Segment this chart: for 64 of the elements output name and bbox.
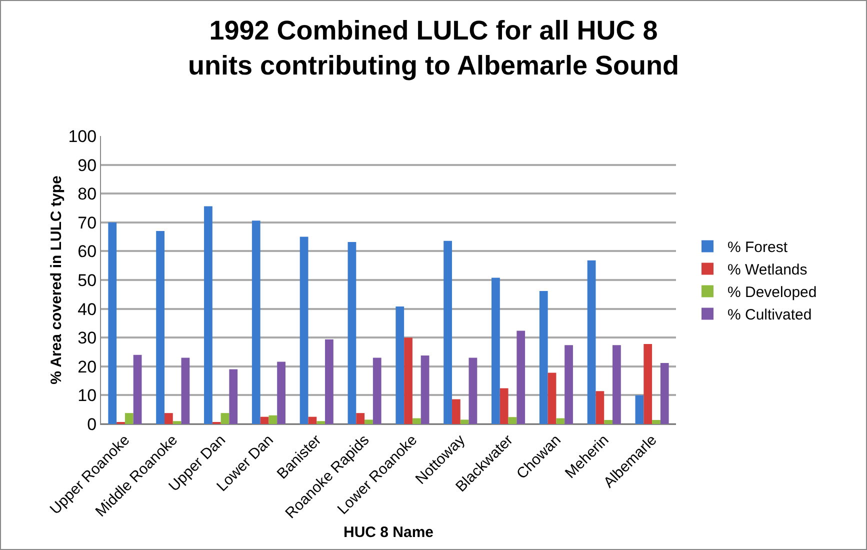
bar xyxy=(516,330,526,424)
bar xyxy=(404,338,412,424)
bar xyxy=(316,421,326,424)
bar xyxy=(596,391,604,424)
bar xyxy=(133,354,142,424)
y-tick-label: 20 xyxy=(78,357,97,376)
y-tick-label: 50 xyxy=(78,270,97,290)
bar xyxy=(277,362,286,424)
legend-label: % Developed xyxy=(728,284,817,302)
bar xyxy=(420,355,430,424)
bar xyxy=(612,345,621,424)
bar xyxy=(468,358,478,424)
y-tick-label: 0 xyxy=(87,414,97,434)
bar xyxy=(652,420,660,424)
chart-title: 1992 Combined LULC for all HUC 8 units contributing to Albemarle Sound xyxy=(188,15,679,80)
legend-label: % Wetlands xyxy=(728,262,808,279)
bar xyxy=(229,369,238,424)
bar xyxy=(181,358,190,424)
bar xyxy=(412,418,421,424)
bar xyxy=(556,418,565,424)
bar xyxy=(308,416,317,424)
bar xyxy=(604,420,613,424)
bar xyxy=(164,413,173,424)
bar xyxy=(635,395,644,424)
bar xyxy=(587,260,596,424)
bar xyxy=(564,345,573,424)
bar xyxy=(444,240,452,424)
bar xyxy=(508,417,517,424)
y-tick-label: 60 xyxy=(78,242,97,262)
legend-label: % Cultivated xyxy=(728,306,812,324)
bar xyxy=(492,278,500,424)
bar xyxy=(325,339,334,424)
bar xyxy=(660,362,669,424)
bar xyxy=(204,206,212,424)
y-tick-label: 80 xyxy=(78,184,97,204)
bar xyxy=(124,413,134,424)
legend-label: % Forest xyxy=(728,239,788,256)
bar xyxy=(156,231,164,424)
bar xyxy=(539,290,548,424)
bar xyxy=(500,388,508,424)
y-tick-label: 70 xyxy=(78,213,97,232)
bar xyxy=(220,413,230,424)
y-tick-label: 40 xyxy=(78,300,97,319)
y-tick-label: 90 xyxy=(78,156,97,175)
bar xyxy=(396,306,404,424)
bar xyxy=(548,372,556,424)
bar xyxy=(356,413,365,424)
bar xyxy=(172,421,182,424)
bar xyxy=(268,415,278,424)
y-tick-label: 100 xyxy=(68,126,97,146)
y-tick-label: 30 xyxy=(78,328,97,348)
bar xyxy=(348,242,356,424)
y-tick-label: 10 xyxy=(78,386,97,406)
bar xyxy=(364,420,373,424)
bar xyxy=(300,236,308,424)
bar xyxy=(460,420,469,424)
y-axis-title: % Area covered in LULC type xyxy=(48,176,65,384)
bar xyxy=(108,222,117,424)
x-axis-title: HUC 8 Name xyxy=(343,524,434,542)
bar xyxy=(372,358,382,424)
bar xyxy=(252,220,260,424)
bar xyxy=(452,399,460,424)
bar xyxy=(260,416,269,424)
bar xyxy=(644,344,652,424)
